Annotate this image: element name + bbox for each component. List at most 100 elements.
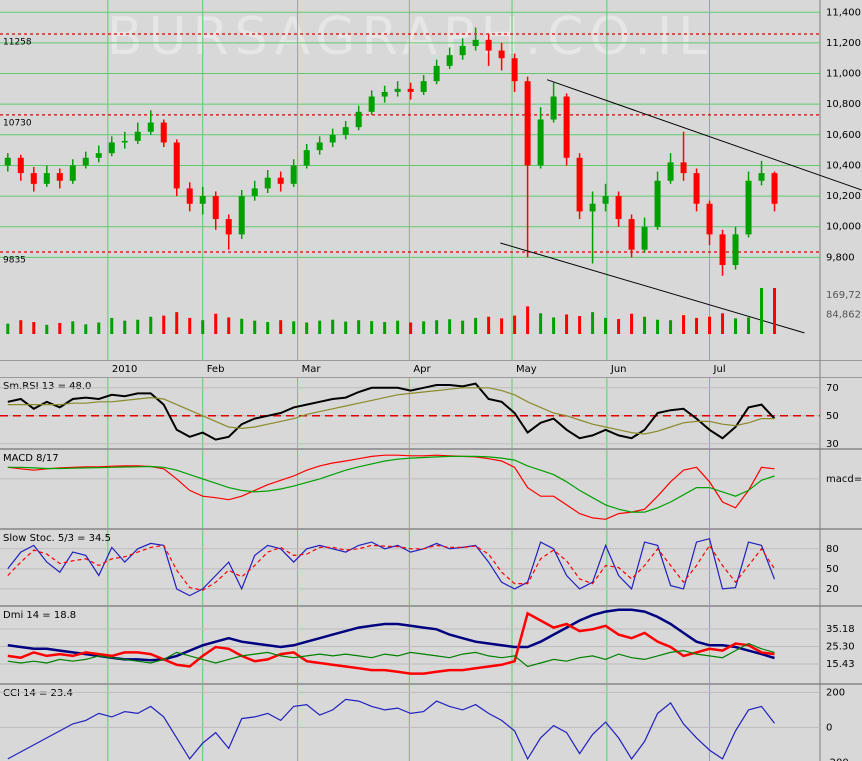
- volume-bar: [565, 314, 569, 334]
- y-tick-label: 169,723: [826, 290, 862, 301]
- volume-bar: [214, 313, 218, 334]
- candle-body: [134, 131, 141, 141]
- panel-bg: [0, 530, 862, 605]
- candle-body: [173, 142, 180, 189]
- candle-body: [56, 173, 63, 181]
- candle-body: [680, 162, 687, 174]
- candle-body: [95, 153, 102, 158]
- candle-body: [82, 157, 89, 166]
- candle-body: [251, 188, 258, 197]
- price-panel-bg: [0, 0, 862, 360]
- volume-bar: [32, 322, 36, 334]
- candle-body: [485, 39, 492, 51]
- volume-bar: [513, 315, 517, 334]
- volume-bar: [175, 312, 179, 334]
- candle-body: [277, 177, 284, 184]
- y-tick-label: 20: [826, 584, 839, 595]
- candle-body: [459, 45, 466, 56]
- candle-body: [147, 122, 154, 132]
- volume-bar: [279, 320, 283, 334]
- volume-bar: [747, 317, 751, 334]
- candle-body: [615, 196, 622, 220]
- volume-bar: [734, 318, 738, 334]
- volume-bar: [292, 321, 296, 334]
- indicator-line: [7, 608, 775, 662]
- volume-bar: [578, 316, 582, 334]
- volume-bar: [110, 317, 114, 334]
- candle-body: [342, 127, 349, 135]
- volume-bar: [604, 317, 608, 334]
- panel-bg: [0, 378, 862, 448]
- volume-bar: [708, 316, 712, 334]
- y-tick-label: 200: [826, 687, 845, 698]
- candle-body: [160, 122, 167, 143]
- indicator-line: [7, 454, 775, 520]
- candle-body: [641, 226, 648, 250]
- y-tick-label: 11,200: [826, 38, 861, 49]
- volume-bar: [227, 317, 231, 334]
- volume-bar: [760, 288, 764, 334]
- candle-body: [745, 180, 752, 235]
- month-label: May: [516, 364, 537, 375]
- volume-bar: [773, 288, 777, 334]
- y-tick-label: 10,600: [826, 130, 861, 141]
- candle-body: [121, 140, 128, 143]
- volume-bar: [487, 316, 491, 334]
- volume-bar: [422, 321, 426, 334]
- volume-bar: [526, 306, 530, 334]
- y-tick-label: 10,200: [826, 191, 861, 202]
- y-tick-label: 50: [826, 564, 839, 575]
- trend-line: [546, 79, 862, 191]
- volume-bar: [97, 322, 101, 334]
- trend-line: [500, 242, 805, 334]
- candle-body: [329, 134, 336, 143]
- volume-bar: [461, 320, 465, 334]
- y-tick-label: 15.43: [826, 659, 855, 670]
- indicator-line: [7, 698, 775, 761]
- volume-bar: [6, 323, 10, 334]
- volume-bar: [357, 320, 361, 334]
- volume-bar: [552, 317, 556, 334]
- candle-body: [550, 96, 557, 120]
- y-tick-label: 84,862: [826, 309, 861, 320]
- candle-body: [186, 188, 193, 204]
- panel-title: Slow Stoc. 5/3 = 34.5: [3, 533, 111, 544]
- candle-body: [394, 88, 401, 92]
- volume-bar: [591, 312, 595, 334]
- volume-bar: [656, 319, 660, 334]
- month-label: Mar: [302, 364, 322, 375]
- volume-bar: [682, 315, 686, 334]
- candle-body: [199, 196, 206, 204]
- level-label: 9835: [3, 256, 26, 266]
- volume-bar: [617, 319, 621, 334]
- candle-body: [69, 165, 76, 181]
- volume-bar: [266, 322, 270, 334]
- candle-body: [368, 96, 375, 112]
- candle-body: [30, 173, 37, 184]
- candle-body: [212, 196, 219, 220]
- candle-body: [706, 203, 713, 235]
- volume-bar: [318, 320, 322, 334]
- candle-body: [4, 157, 11, 166]
- volume-bar: [149, 316, 153, 334]
- month-label: Apr: [413, 364, 431, 375]
- volume-bar: [331, 319, 335, 334]
- indicator-line: [7, 455, 775, 513]
- volume-bar: [84, 324, 88, 334]
- panel-title: MACD 8/17: [3, 453, 59, 464]
- y-tick-label: 11,000: [826, 69, 861, 80]
- candle-body: [758, 173, 765, 181]
- y-tick-label: 25.30: [826, 642, 855, 653]
- volume-bar: [435, 320, 439, 334]
- volume-bar: [474, 317, 478, 334]
- y-tick-label: 10,000: [826, 222, 861, 233]
- candle-body: [238, 196, 245, 235]
- volume-bar: [253, 320, 257, 334]
- candle-body: [420, 81, 427, 92]
- month-strip-bg: [0, 361, 862, 377]
- volume-bar: [695, 317, 699, 334]
- candle-body: [472, 39, 479, 46]
- candle-body: [446, 55, 453, 66]
